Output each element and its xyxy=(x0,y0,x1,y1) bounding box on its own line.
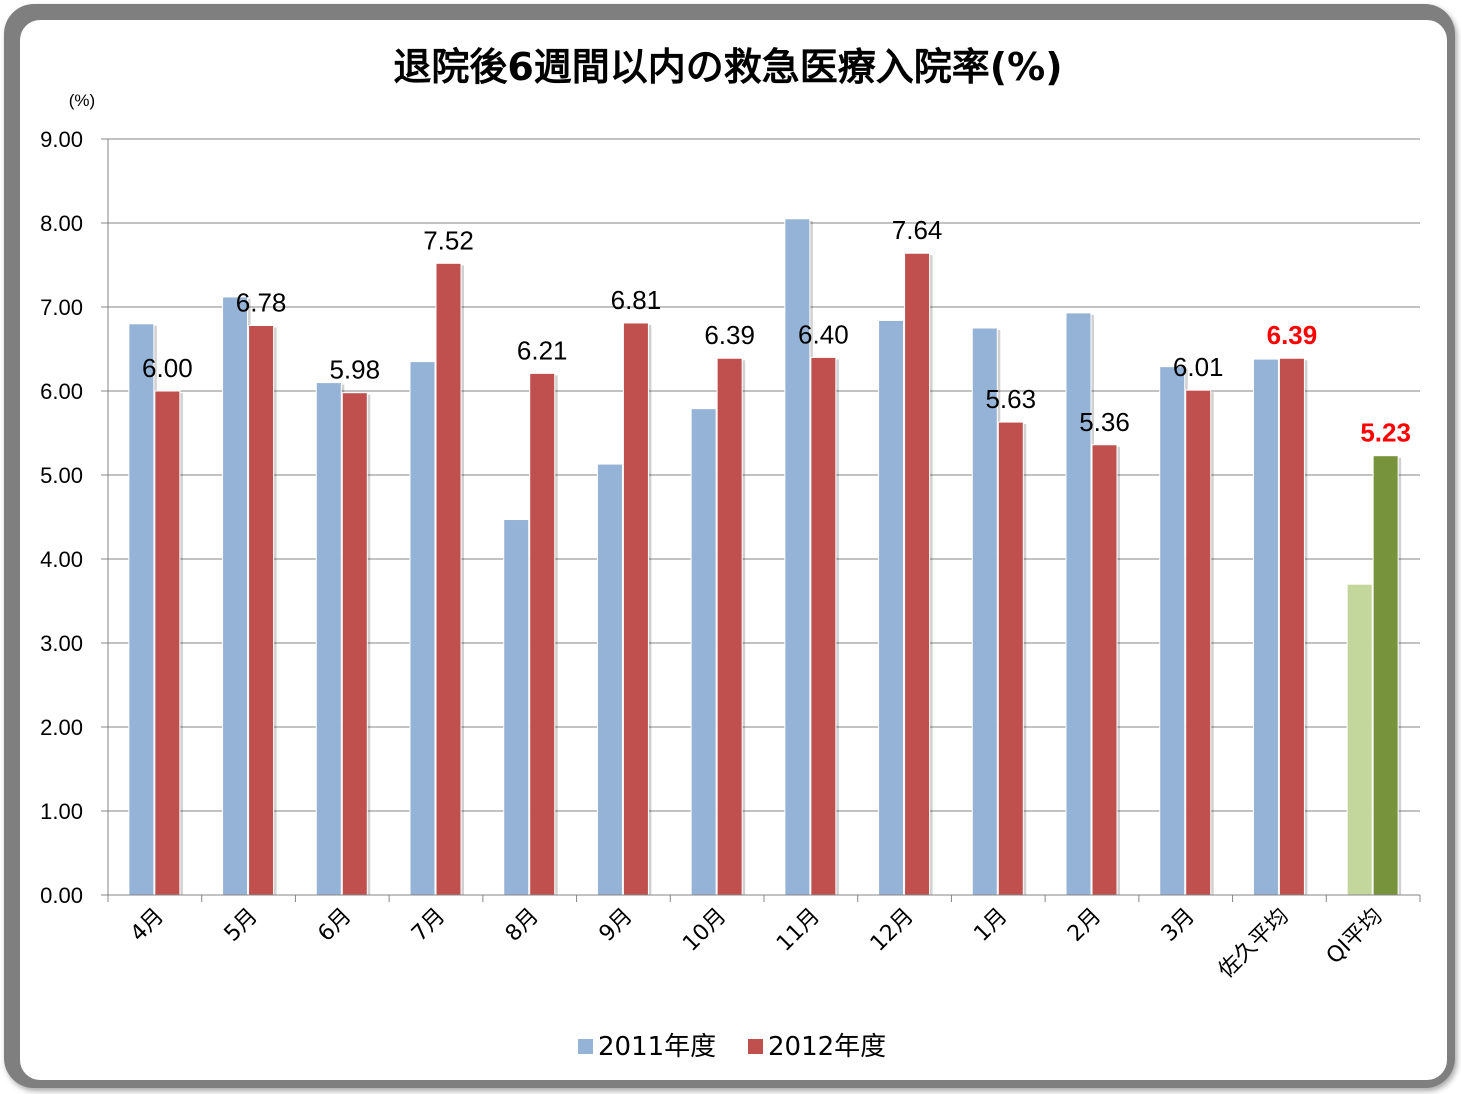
data-label: 6.00 xyxy=(142,353,193,383)
y-axis-unit: (%) xyxy=(69,91,95,110)
bar-2011 xyxy=(690,408,717,896)
y-tick-label: 2.00 xyxy=(40,715,83,740)
bar-2011 xyxy=(1065,312,1092,896)
legend-label: 2011年度 xyxy=(598,1032,716,1062)
y-tick-label: 1.00 xyxy=(40,799,83,824)
bar-2012 xyxy=(1278,357,1305,896)
x-category-label: 5月 xyxy=(220,904,263,947)
data-label: 7.52 xyxy=(423,225,474,255)
data-label: 5.23 xyxy=(1360,418,1411,448)
x-category-label: 11月 xyxy=(772,904,825,957)
data-label: 6.81 xyxy=(611,285,662,315)
x-category-label: 8月 xyxy=(501,904,544,947)
bar-2012 xyxy=(529,372,556,896)
bar-2011 xyxy=(971,327,998,896)
bar-2011 xyxy=(878,319,905,896)
data-labels: 6.00 6.78 5.98 7.52 6.21 6.81 6.39 6.40 7.64 5.63… xyxy=(142,215,1411,447)
bar-2011 xyxy=(596,463,623,896)
x-category-label: 4月 xyxy=(126,904,169,947)
x-category-label: 3月 xyxy=(1157,904,1200,947)
legend-swatch xyxy=(578,1039,593,1054)
x-category-label: QI平均 xyxy=(1322,904,1388,970)
chart-title: 退院後6週間以内の救急医療入院率(%) xyxy=(393,45,1062,89)
bar-2011 xyxy=(222,296,249,896)
y-tick-label: 5.00 xyxy=(40,463,83,488)
bar-2011 xyxy=(503,519,530,896)
bar-2011 xyxy=(1252,358,1279,896)
bar-2012 xyxy=(1185,389,1212,896)
bar-2012 xyxy=(1091,444,1118,896)
y-axis-ticks: 0.00 1.00 2.00 3.00 4.00 5.00 6.00 7.00 8.00 9.00 xyxy=(40,127,83,908)
gridlines xyxy=(108,138,1420,812)
bar-2012 xyxy=(810,356,837,896)
axes xyxy=(101,138,1421,902)
data-label: 6.01 xyxy=(1173,352,1224,382)
x-category-label: 2月 xyxy=(1063,904,1106,947)
bar-2012 xyxy=(904,252,931,896)
data-label: 6.40 xyxy=(798,319,849,349)
x-category-label: 佐久平均 xyxy=(1214,904,1294,984)
data-label: 5.98 xyxy=(329,355,380,385)
legend-swatch xyxy=(748,1039,763,1054)
y-tick-label: 6.00 xyxy=(40,379,83,404)
data-label: 7.64 xyxy=(892,215,943,245)
bar-2012 xyxy=(435,262,462,896)
bar-2012 xyxy=(154,390,181,896)
x-category-label: 7月 xyxy=(407,904,450,947)
y-tick-label: 0.00 xyxy=(40,883,83,908)
bar-2011 xyxy=(315,382,342,896)
bar-2011 xyxy=(128,323,155,896)
bar-2012 xyxy=(1372,455,1399,896)
x-category-label: 6月 xyxy=(313,904,356,947)
x-category-label: 10月 xyxy=(678,904,731,957)
bar-2012 xyxy=(997,421,1024,896)
bars xyxy=(128,218,1402,896)
bar-2012 xyxy=(341,392,368,896)
y-tick-label: 9.00 xyxy=(40,127,83,152)
bar-2012 xyxy=(622,322,649,896)
data-label: 6.21 xyxy=(517,335,568,365)
data-label: 6.78 xyxy=(236,287,287,317)
y-tick-label: 3.00 xyxy=(40,631,83,656)
data-label: 5.63 xyxy=(985,384,1036,414)
data-label: 5.36 xyxy=(1079,407,1130,437)
y-tick-label: 7.00 xyxy=(40,295,83,320)
bar-2012 xyxy=(248,324,275,896)
x-axis-categories: 4月 5月 6月 7月 8月 9月 10月 11月 12月 1月 2月 3月 佐久平均 QI平均 xyxy=(126,904,1387,984)
x-category-label: 9月 xyxy=(595,904,638,947)
legend-label: 2012年度 xyxy=(768,1032,886,1062)
x-category-label: 1月 xyxy=(969,904,1012,947)
data-label: 6.39 xyxy=(704,320,755,350)
bar-2011 xyxy=(1346,583,1373,896)
bar-2011 xyxy=(409,361,436,896)
data-label: 6.39 xyxy=(1267,320,1318,350)
bar-2012 xyxy=(716,357,743,896)
bar-2011 xyxy=(1159,366,1186,896)
y-tick-label: 8.00 xyxy=(40,211,83,236)
legend: 2011年度 2012年度 xyxy=(578,1032,886,1062)
x-category-label: 12月 xyxy=(866,904,919,957)
y-tick-label: 4.00 xyxy=(40,547,83,572)
